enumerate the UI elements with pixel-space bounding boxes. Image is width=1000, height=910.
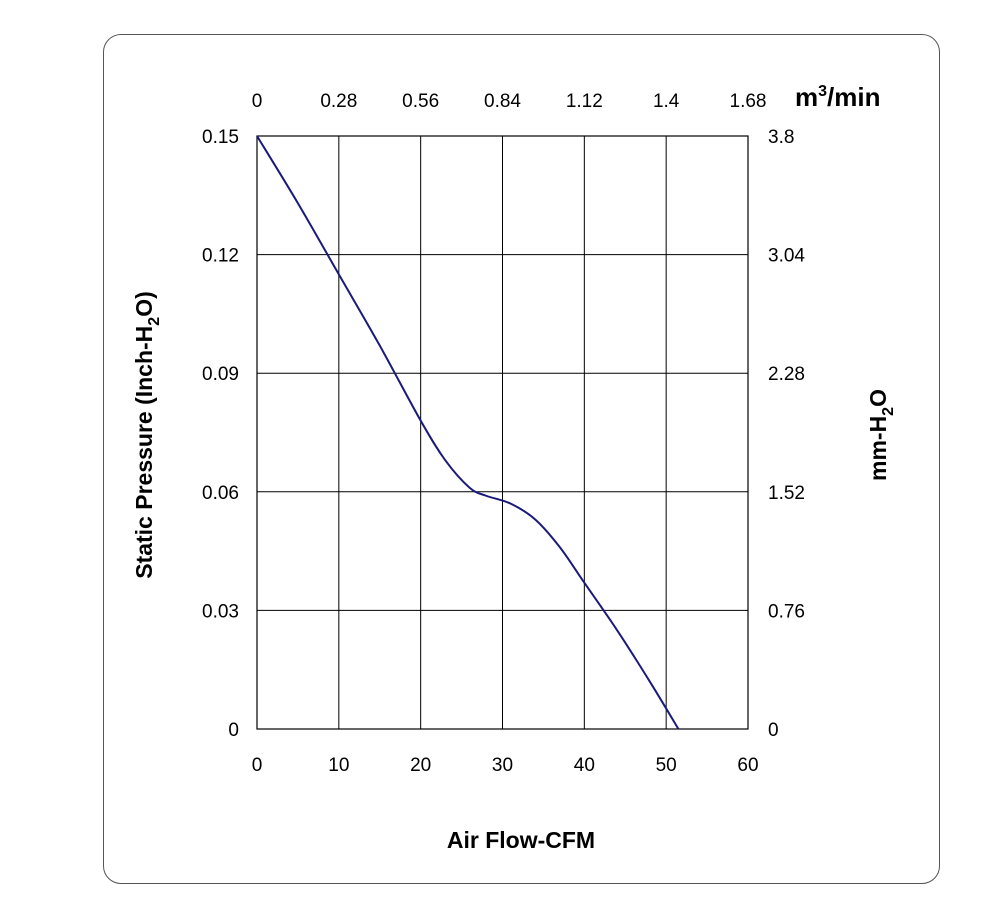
x-tick-label: 20: [410, 755, 431, 776]
y-left-tick-label: 0.09: [202, 364, 239, 385]
x-tick-labels: 0 10 20 30 40 50 60: [252, 755, 759, 776]
y-right-tick-label: 3.8: [768, 127, 794, 148]
grid: [257, 136, 748, 729]
y-right-tick-label: 0.76: [768, 601, 805, 622]
x-axis-title: Air Flow-CFM: [447, 827, 595, 853]
y-left-tick-labels: 0 0.03 0.06 0.09 0.12 0.15: [202, 127, 239, 741]
x2-tick-labels: 0 0.28 0.56 0.84 1.12 1.4 1.68: [252, 91, 767, 112]
x-tick-label: 50: [656, 755, 677, 776]
y-left-tick-label: 0.12: [202, 246, 239, 267]
x-tick-label: 60: [737, 755, 758, 776]
y-right-tick-label: 0: [768, 720, 779, 741]
y-right-tick-label: 3.04: [768, 246, 805, 267]
y-left-axis-title: Static Pressure (Inch-H2O): [131, 291, 163, 579]
x2-tick-label: 1.4: [653, 91, 680, 112]
x2-tick-label: 1.68: [730, 91, 767, 112]
x-tick-label: 10: [328, 755, 349, 776]
y-left-tick-label: 0.06: [202, 483, 239, 504]
plot-border: [256, 135, 749, 730]
x-tick-label: 30: [492, 755, 513, 776]
x2-tick-label: 0.56: [402, 91, 439, 112]
x2-axis-title: m3/min: [795, 82, 880, 112]
y-left-tick-label: 0.03: [202, 601, 239, 622]
x-tick-label: 40: [574, 755, 595, 776]
chart-frame: [103, 34, 940, 884]
x-tick-label: 0: [252, 755, 263, 776]
y-left-tick-label: 0: [228, 720, 239, 741]
y-right-tick-label: 2.28: [768, 364, 805, 385]
y-right-tick-label: 1.52: [768, 483, 805, 504]
x2-tick-label: 0: [252, 91, 263, 112]
y-left-tick-label: 0.15: [202, 127, 239, 148]
y-right-tick-labels: 0 0.76 1.52 2.28 3.04 3.8: [768, 127, 805, 741]
x2-tick-label: 1.12: [566, 91, 603, 112]
y-right-axis-title: mm-H2O: [865, 389, 897, 481]
series-line: [256, 135, 680, 730]
x2-tick-label: 0.84: [484, 91, 521, 112]
x2-tick-label: 0.28: [320, 91, 357, 112]
